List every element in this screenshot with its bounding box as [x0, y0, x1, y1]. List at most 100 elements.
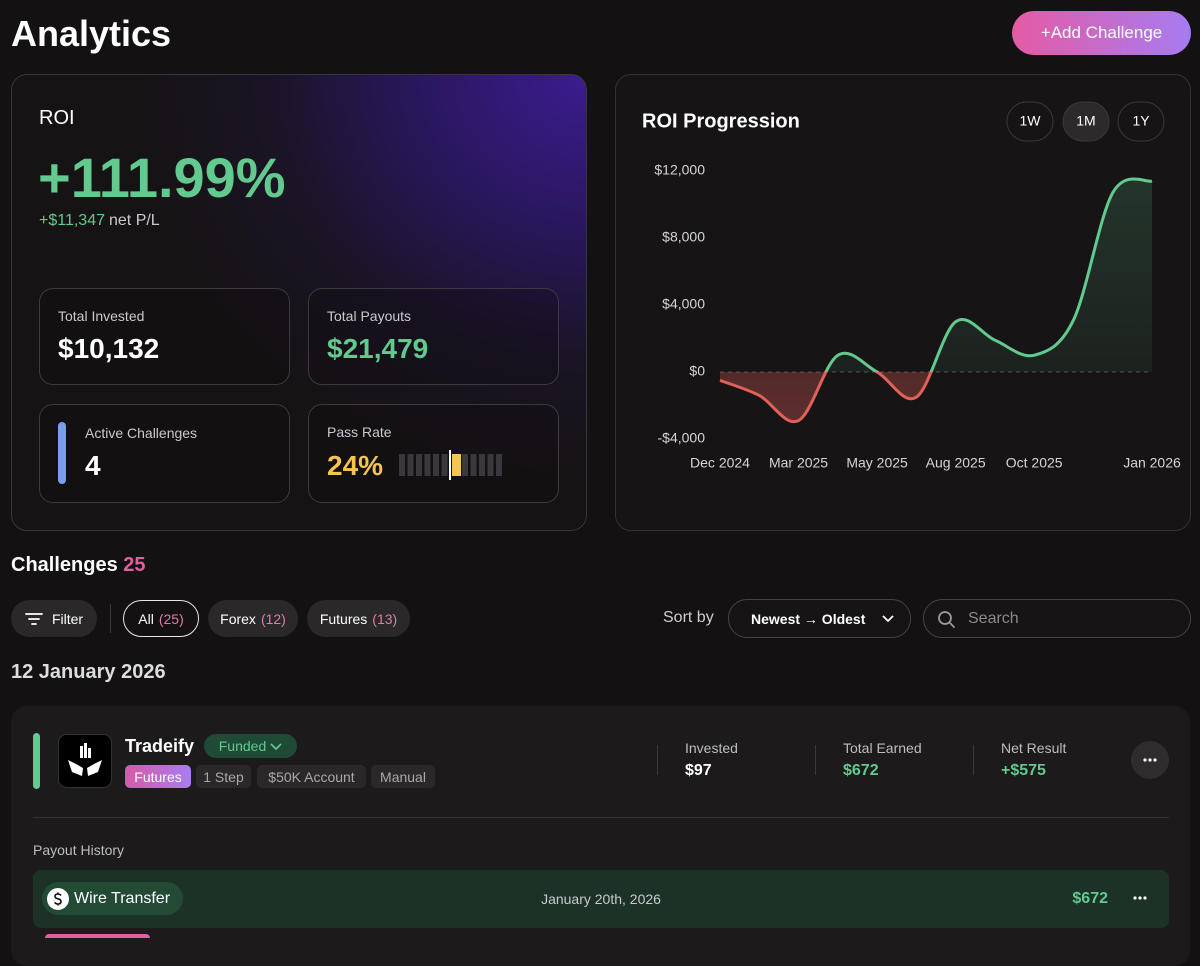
metric-value: $97	[685, 762, 712, 779]
divider	[815, 745, 816, 775]
roi-value: +111.99%	[38, 146, 286, 209]
tag: $50K Account	[257, 765, 366, 788]
x-tick-label: Jan 2026	[1123, 455, 1181, 471]
x-tick-label: May 2025	[846, 455, 908, 471]
active-indicator	[58, 422, 66, 484]
stat-label: Active Challenges	[85, 425, 198, 441]
y-tick-label: $12,000	[654, 162, 705, 178]
sort-dropdown[interactable]: Newest → Oldest	[728, 599, 911, 638]
range-button[interactable]: 1Y	[1117, 101, 1165, 142]
net-pl-suffix: net P/L	[109, 212, 160, 229]
divider	[657, 745, 658, 775]
range-button[interactable]: 1M	[1062, 101, 1110, 142]
range-button-label: 1M	[1076, 113, 1095, 129]
status-pill[interactable]: Funded	[204, 734, 297, 758]
metric-label: Net Result	[1001, 740, 1067, 756]
payout-amount: $672	[1072, 890, 1108, 907]
area-positive	[720, 178, 1152, 372]
x-tick-label: Dec 2024	[690, 455, 750, 471]
section-title: Challenges 25	[11, 555, 146, 575]
metric-value: $672	[843, 762, 879, 779]
metric-label: Total Earned	[843, 740, 922, 756]
tab-count: (13)	[372, 610, 398, 627]
page-title: Analytics	[11, 13, 172, 54]
y-tick-label: $8,000	[662, 229, 705, 245]
line-negative	[719, 372, 933, 424]
stat-label: Pass Rate	[327, 424, 392, 440]
chevron-icon	[270, 742, 282, 750]
sort-value: Newest → Oldest	[751, 610, 866, 627]
y-tick-label: $4,000	[662, 296, 705, 312]
tab-name: Futures	[319, 610, 368, 627]
filter-label: Filter	[51, 610, 84, 627]
stat-card	[308, 404, 559, 503]
search-icon	[938, 611, 955, 628]
tab[interactable]: Forex (12)	[208, 600, 298, 637]
section-title-text: Challenges	[11, 554, 118, 576]
range-button-bg	[1006, 101, 1054, 142]
x-tick-label: Mar 2025	[769, 455, 828, 471]
section-count: 25	[123, 554, 146, 576]
y-tick-label: $0	[689, 363, 705, 379]
status-label: Funded	[218, 738, 267, 754]
stat-card	[39, 404, 290, 503]
roi-label: ROI	[39, 107, 75, 129]
stat-value: $21,479	[327, 333, 429, 364]
metric-label: Invested	[685, 740, 738, 756]
tag: 1 Step	[196, 765, 251, 788]
tab[interactable]: Futures (13)	[307, 600, 410, 637]
stat-label: Total Payouts	[327, 308, 412, 324]
range-button-label: 1Y	[1132, 113, 1150, 129]
status-indicator	[33, 733, 40, 789]
separator	[33, 817, 1169, 818]
roi-chart: ROI Progression 1W 1M 1Y -$4,000 $0 $4,000 $8,…	[642, 101, 1181, 471]
x-tick-label: Aug 2025	[926, 455, 986, 471]
more-button[interactable]	[1131, 741, 1169, 779]
stat-value: 24%	[327, 450, 384, 481]
divider	[973, 745, 974, 775]
tab-count: (25)	[158, 610, 184, 627]
group-date: 12 January 2026	[11, 661, 166, 683]
filter-button[interactable]: Filter	[11, 600, 97, 637]
tab-count: (12)	[260, 610, 286, 627]
analytics-page: Analytics +Add Challenge ROI +111.99% +$…	[11, 11, 1191, 938]
payout-method: Wire Transfer	[74, 890, 171, 907]
tag: Futures	[125, 765, 191, 788]
stat-value: 4	[85, 450, 101, 481]
tab[interactable]: All (25)	[123, 600, 199, 637]
payout-more-button[interactable]	[1130, 890, 1150, 906]
chart-title: ROI Progression	[642, 110, 800, 132]
divider	[110, 604, 111, 633]
payout-row	[33, 870, 1169, 928]
stat-card	[39, 288, 290, 385]
range-button-bg	[1062, 101, 1110, 142]
filter-icon	[25, 612, 43, 625]
tab-name: All	[138, 610, 154, 627]
range-button[interactable]: 1W	[1006, 101, 1054, 142]
net-pl: +$11,347	[39, 212, 105, 229]
dollar-icon	[47, 888, 69, 910]
tag: Manual	[371, 765, 435, 788]
payout-date: January 20th, 2026	[541, 891, 661, 907]
firm-name: Tradeify	[125, 736, 195, 756]
search-input[interactable]: Search	[923, 599, 1191, 638]
tab-name: Forex	[220, 610, 256, 627]
metric-value: +$575	[1001, 762, 1046, 779]
x-tick-label: Oct 2025	[1006, 455, 1063, 471]
range-button-label: 1W	[1020, 113, 1042, 129]
firm-logo	[58, 734, 112, 788]
y-tick-label: -$4,000	[658, 430, 706, 446]
range-button-bg	[1117, 101, 1165, 142]
stat-value: $10,132	[58, 333, 160, 364]
pass-rate-gauge	[399, 450, 502, 480]
next-tag	[45, 934, 150, 938]
line-positive	[824, 177, 1153, 372]
payout-history-label: Payout History	[33, 842, 125, 858]
sort-label: Sort by	[663, 609, 714, 626]
add-challenge-button[interactable]: +Add Challenge	[1012, 11, 1191, 55]
stat-label: Total Invested	[58, 308, 145, 324]
chevron-icon	[882, 615, 894, 623]
search-placeholder: Search	[968, 609, 1019, 627]
stat-card	[308, 288, 559, 385]
area-negative	[720, 372, 1152, 422]
